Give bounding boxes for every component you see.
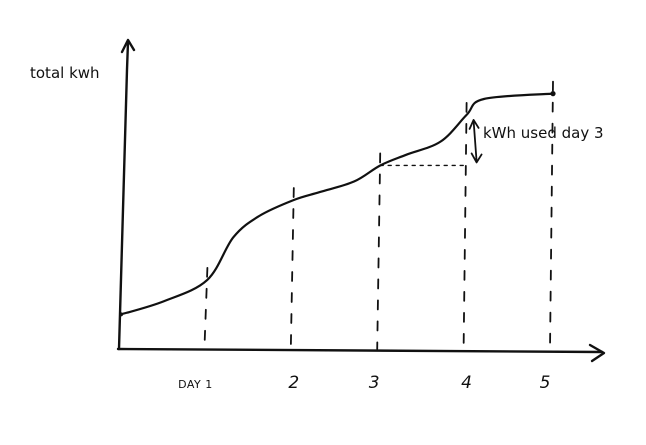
day-guide-line <box>289 187 295 350</box>
chart-axes <box>116 38 606 363</box>
arrowhead-top <box>468 119 480 130</box>
day-guide-line <box>549 80 554 350</box>
x-tick-label: 3 <box>369 373 380 393</box>
x-tick-label: 5 <box>540 373 551 393</box>
x-axis-arrowhead <box>588 343 606 363</box>
series-layer <box>119 91 556 317</box>
day-guide-lines <box>203 80 554 350</box>
series-start-point <box>119 312 123 317</box>
series-end-point <box>550 91 556 97</box>
y-axis-label: total kwh <box>30 64 100 82</box>
x-axis-line <box>116 347 604 354</box>
day-guide-line <box>376 152 382 350</box>
day-guide-line <box>203 266 209 350</box>
day-guide-line <box>462 102 468 350</box>
arrowhead-bottom <box>470 152 483 164</box>
x-tick-label: DAY 1 <box>178 378 213 391</box>
x-tick-label: 4 <box>461 373 472 393</box>
annotation-layer: kWh used day 3 <box>379 119 604 167</box>
total-kwh-line <box>119 92 555 316</box>
usage-span-arrow <box>472 120 478 163</box>
x-tick-labels: DAY 1 2 3 4 5 <box>178 373 550 393</box>
annotation-label: kWh used day 3 <box>483 124 604 142</box>
y-axis-line <box>117 40 130 351</box>
y-axis-arrowhead <box>120 38 136 54</box>
x-tick-label: 2 <box>288 373 299 393</box>
